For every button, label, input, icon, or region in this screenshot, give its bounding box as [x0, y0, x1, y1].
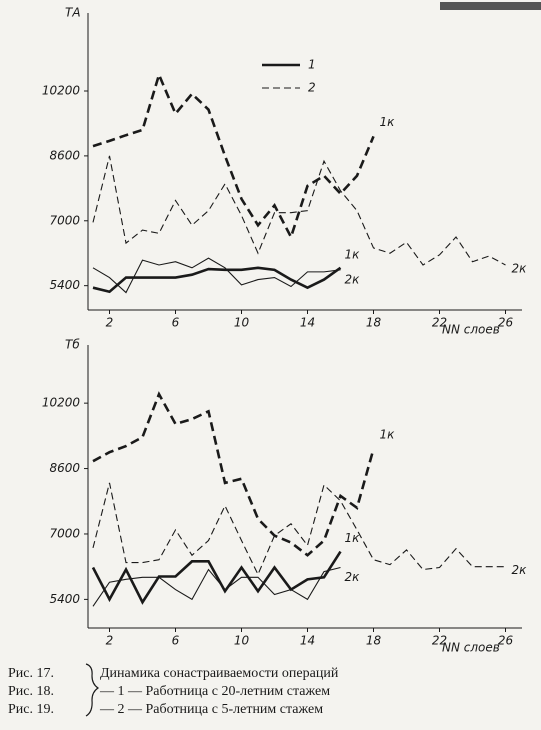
series-line	[92, 266, 342, 294]
series-line	[91, 550, 342, 605]
y-axis-label: ТА	[65, 6, 81, 20]
series-label: 1к	[380, 115, 396, 129]
series-label: 1к	[345, 531, 361, 545]
series-line	[92, 482, 506, 576]
series-line	[92, 566, 341, 607]
x-tick-label: 14	[300, 316, 315, 330]
y-tick-label: 5400	[49, 592, 80, 606]
x-tick-label: 2	[106, 316, 114, 330]
y-tick-label: 5400	[49, 278, 80, 292]
caption-figure: Рис. 18.	[8, 684, 54, 699]
x-tick-label: 6	[172, 634, 180, 648]
y-tick-label: 7000	[49, 213, 80, 227]
series-label: 2к	[512, 563, 528, 577]
series-label: 1к	[380, 427, 396, 441]
x-axis-label: NN слоев	[442, 641, 500, 655]
series-line	[92, 70, 375, 241]
x-tick-label: 2	[106, 634, 114, 648]
series-label: 2к	[345, 570, 361, 584]
brace	[85, 663, 100, 717]
series-label: 2к	[512, 261, 528, 275]
x-tick-label: 22	[432, 634, 447, 648]
x-tick-label: 10	[234, 634, 250, 648]
y-tick-label: 8600	[49, 461, 80, 475]
x-tick-label: 22	[432, 316, 447, 330]
series-label: 1к	[345, 247, 361, 261]
y-tick-label: 10200	[42, 84, 81, 98]
x-tick-label: 26	[498, 634, 514, 648]
y-tick-label: 7000	[49, 526, 80, 540]
x-tick-label: 18	[366, 634, 382, 648]
x-tick-label: 10	[234, 316, 250, 330]
series-label: 2к	[345, 272, 361, 286]
caption-line: — 1 — Работница с 20-летним стажем	[99, 684, 330, 699]
x-tick-label: 6	[172, 316, 180, 330]
x-tick-label: 14	[300, 634, 315, 648]
y-tick-label: 10200	[42, 396, 81, 410]
legend-label: 2	[308, 81, 316, 95]
caption-figure: Рис. 17.	[8, 666, 54, 681]
caption-line: — 2 — Работница с 5-летним стажем	[99, 702, 323, 717]
caption-figure: Рис. 19.	[8, 702, 54, 717]
legend-label: 1	[308, 58, 316, 72]
x-tick-label: 18	[366, 316, 382, 330]
caption-line: Динамика сонастраиваемости операций	[100, 666, 339, 681]
y-axis-label: Тб	[65, 338, 80, 352]
series-line	[92, 391, 375, 557]
y-tick-label: 8600	[49, 148, 80, 162]
series-line	[92, 257, 341, 294]
series-line	[92, 155, 506, 266]
scan-edge	[440, 2, 541, 10]
x-axis-label: NN слоев	[442, 323, 500, 337]
x-tick-label: 26	[498, 316, 514, 330]
